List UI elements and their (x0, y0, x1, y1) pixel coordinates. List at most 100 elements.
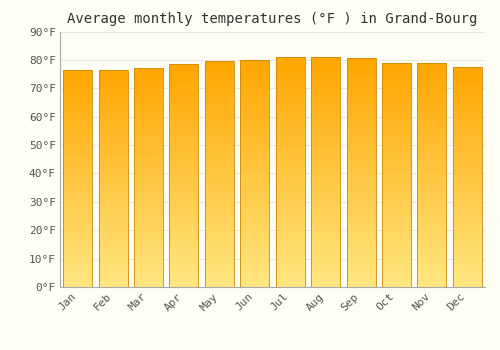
Bar (240, 154, 270, 156)
Bar (346, 98, 376, 100)
Bar (382, 139, 411, 141)
Bar (346, 243, 376, 245)
Bar (205, 61, 234, 287)
Bar (276, 193, 304, 195)
Bar (134, 178, 163, 180)
Bar (205, 159, 234, 161)
Bar (98, 124, 128, 126)
Bar (311, 243, 340, 245)
Bar (240, 92, 270, 94)
Bar (63, 245, 92, 247)
Bar (170, 207, 198, 209)
Bar (311, 231, 340, 233)
Bar (205, 189, 234, 191)
Bar (418, 173, 446, 175)
Bar (134, 212, 163, 214)
Bar (418, 124, 446, 126)
Bar (63, 133, 92, 135)
Bar (134, 265, 163, 267)
Bar (346, 119, 376, 121)
Bar (382, 238, 411, 240)
Bar (134, 231, 163, 232)
Bar (453, 87, 482, 89)
Bar (453, 82, 482, 84)
Bar (276, 182, 304, 183)
Bar (98, 253, 128, 254)
Bar (170, 203, 198, 205)
Bar (98, 247, 128, 249)
Bar (98, 126, 128, 128)
Bar (453, 214, 482, 216)
Bar (382, 110, 411, 111)
Bar (453, 201, 482, 203)
Bar (240, 204, 270, 205)
Bar (63, 83, 92, 84)
Bar (453, 199, 482, 201)
Bar (134, 96, 163, 98)
Bar (418, 70, 446, 72)
Bar (453, 228, 482, 230)
Bar (418, 135, 446, 138)
Bar (453, 170, 482, 172)
Bar (453, 217, 482, 219)
Bar (276, 159, 304, 161)
Bar (346, 186, 376, 188)
Bar (453, 197, 482, 199)
Bar (346, 268, 376, 270)
Bar (63, 180, 92, 182)
Bar (170, 280, 198, 281)
Bar (205, 281, 234, 283)
Bar (205, 193, 234, 195)
Bar (170, 172, 198, 174)
Bar (453, 259, 482, 261)
Bar (63, 253, 92, 254)
Bar (98, 103, 128, 104)
Bar (205, 261, 234, 262)
Bar (134, 227, 163, 229)
Bar (346, 220, 376, 222)
Bar (311, 114, 340, 117)
Bar (453, 155, 482, 157)
Bar (346, 207, 376, 209)
Bar (346, 254, 376, 257)
Bar (240, 215, 270, 217)
Bar (276, 80, 304, 82)
Bar (311, 260, 340, 262)
Bar (170, 202, 198, 203)
Bar (134, 85, 163, 86)
Bar (311, 180, 340, 182)
Bar (63, 240, 92, 242)
Bar (98, 195, 128, 196)
Bar (382, 199, 411, 201)
Bar (346, 85, 376, 87)
Bar (240, 88, 270, 90)
Bar (205, 244, 234, 246)
Bar (205, 140, 234, 142)
Bar (63, 160, 92, 162)
Bar (170, 168, 198, 170)
Bar (276, 66, 304, 69)
Bar (382, 91, 411, 93)
Bar (98, 128, 128, 130)
Bar (346, 285, 376, 287)
Bar (382, 218, 411, 220)
Bar (382, 66, 411, 68)
Bar (453, 91, 482, 93)
Bar (311, 151, 340, 153)
Bar (418, 266, 446, 268)
Bar (240, 183, 270, 185)
Bar (98, 186, 128, 188)
Bar (382, 252, 411, 253)
Bar (170, 250, 198, 252)
Bar (134, 238, 163, 240)
Bar (170, 189, 198, 190)
Bar (453, 236, 482, 238)
Bar (382, 266, 411, 268)
Bar (205, 278, 234, 280)
Bar (63, 195, 92, 196)
Bar (63, 229, 92, 231)
Bar (98, 213, 128, 215)
Bar (453, 84, 482, 85)
Bar (346, 163, 376, 165)
Bar (453, 76, 482, 78)
